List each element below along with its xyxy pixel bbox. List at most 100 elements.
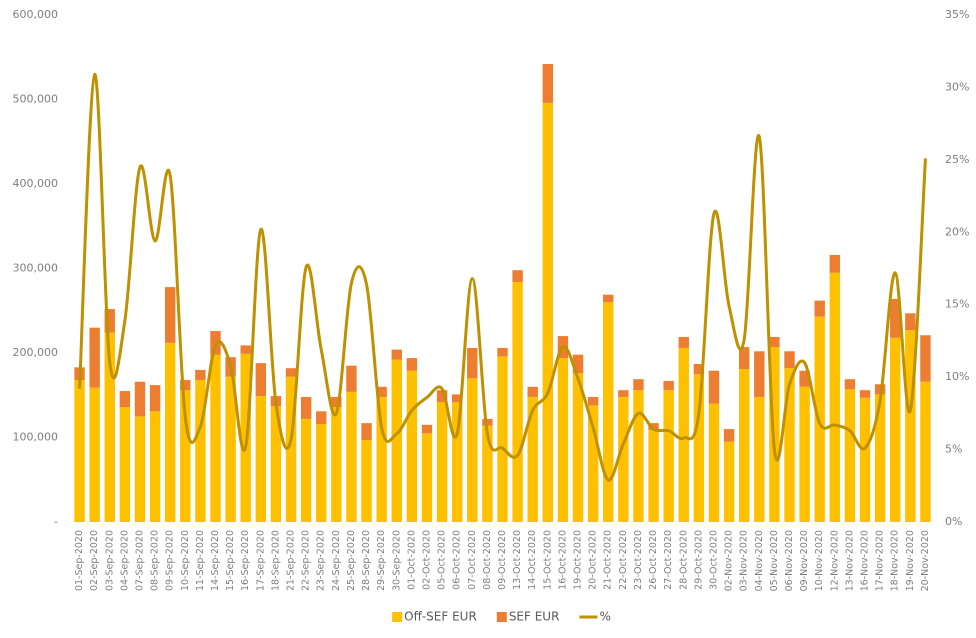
bar [557,358,569,522]
x-tick-label: 21-Oct-2020 [603,530,614,590]
bar [633,390,644,522]
bar [784,351,795,369]
x-tick-label: 22-Oct-2020 [618,530,629,590]
x-tick-label: 03-Nov-2020 [739,530,750,591]
bar [346,391,357,522]
bar [316,411,327,424]
x-tick-label: 16-Nov-2020 [860,530,871,591]
bar [467,378,478,522]
bar [346,365,357,392]
bar [149,411,161,522]
bar [723,429,735,442]
x-tick-label: 17-Sep-2020 [255,530,266,591]
bar [421,433,433,522]
bar [738,369,750,522]
bar [255,396,267,522]
legend-label: % [599,610,610,624]
x-tick-label: 05-Nov-2020 [769,530,780,591]
x-tick-label: 29-Oct-2020 [693,530,704,590]
bar [512,270,523,283]
bar [391,349,402,360]
bar [678,347,689,522]
y2-tick-label: 35% [945,8,969,21]
x-tick-label: 02-Oct-2020 [421,530,432,590]
bar [467,347,478,379]
bar [633,379,644,391]
x-tick-label: 15-Oct-2020 [542,530,553,590]
x-tick-label: 19-Nov-2020 [905,530,916,591]
y2-tick-label: 10% [945,370,969,383]
bar [572,354,584,374]
bar [436,402,448,522]
x-tick-label: 28-Sep-2020 [361,530,372,591]
bar [436,390,448,403]
x-tick-label: 10-Sep-2020 [180,530,191,591]
bar [134,381,146,417]
y2-tick-label: 25% [945,153,969,166]
y-tick-label: 100,000 [13,431,59,444]
x-tick-label: 27-Oct-2020 [663,530,674,590]
bar [331,407,342,522]
bar [89,387,100,522]
x-tick-label: 25-Sep-2020 [346,530,357,591]
x-tick-label: 24-Sep-2020 [331,530,342,591]
x-tick-label: 13-Oct-2020 [512,530,523,590]
y2-tick-label: 5% [945,443,962,456]
bar [149,385,161,412]
bar [905,313,916,331]
bar [225,376,236,522]
y2-tick-label: 20% [945,225,969,238]
x-tick-label: 09-Sep-2020 [165,530,176,591]
bar [270,406,282,522]
legend-swatch [496,612,507,622]
bar [799,386,810,522]
x-tick-label: 30-Oct-2020 [708,530,719,590]
bar [587,396,599,406]
bar [482,425,493,522]
bar [164,287,176,343]
x-tick-label: 08-Oct-2020 [482,530,493,590]
bar [769,336,780,348]
bar [814,300,825,317]
bar [648,429,659,522]
bar [920,335,931,382]
bar [104,309,115,333]
x-tick-label: 20-Nov-2020 [920,530,931,591]
bar [300,418,312,522]
bar [829,254,841,273]
bar [406,358,418,371]
x-tick-label: 28-Oct-2020 [678,530,689,590]
bar [195,380,206,522]
x-tick-label: 08-Sep-2020 [150,530,161,591]
bar [451,402,463,522]
bar [421,424,433,434]
x-tick-label: 13-Nov-2020 [844,530,855,591]
bar [119,407,131,522]
bar [663,390,674,522]
y-tick-label: - [54,515,58,528]
bar [844,389,856,522]
bar [376,396,387,522]
x-tick-label: 26-Oct-2020 [648,530,659,590]
bar [587,405,599,522]
bar [300,396,312,419]
bar [376,386,387,397]
bar [738,347,750,370]
bar [391,359,402,522]
bar [618,396,629,522]
x-tick-label: 10-Nov-2020 [814,530,825,591]
bar [693,374,705,522]
y-tick-label: 400,000 [13,177,59,190]
bar [784,368,795,522]
x-tick-label: 04-Nov-2020 [754,530,765,591]
bar [542,64,554,103]
x-tick-label: 18-Sep-2020 [270,530,281,591]
x-tick-label: 04-Sep-2020 [119,530,130,591]
bar [331,396,342,408]
x-tick-label: 09-Nov-2020 [799,530,810,591]
legend-label: SEF EUR [509,610,560,624]
bar [874,394,886,522]
bar [134,416,146,522]
x-tick-label: 19-Oct-2020 [573,530,584,590]
